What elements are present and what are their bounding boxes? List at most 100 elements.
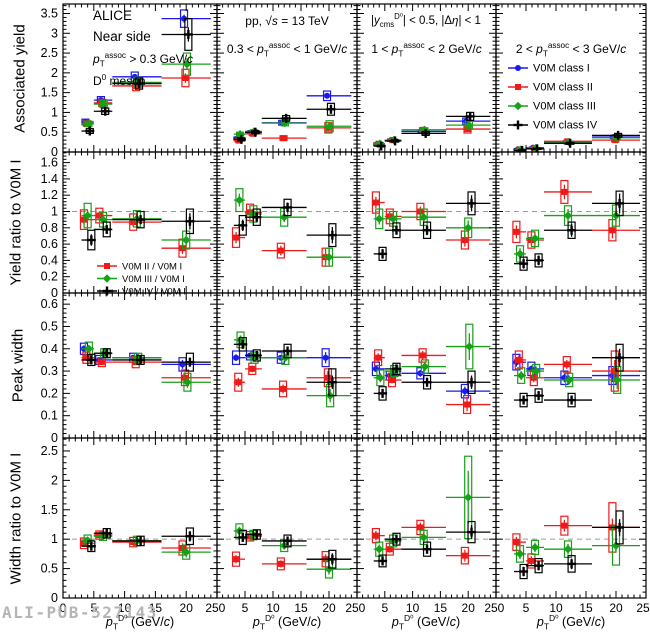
data-marker	[102, 274, 112, 283]
legend-item: V0M class IV	[508, 120, 598, 132]
panel-r4c2: 0 5 10 15 20 25	[216, 437, 359, 615]
series-v0m-class-iv	[373, 111, 491, 151]
data-marker	[417, 524, 424, 531]
y-tick-label: 3	[51, 26, 58, 40]
axis-ticks	[62, 438, 218, 599]
data-marker	[182, 75, 189, 81]
data-marker	[528, 557, 535, 564]
y-tick-label: 0.2	[41, 270, 58, 284]
data-marker	[375, 354, 382, 361]
series-v0m-class-iv	[81, 348, 211, 372]
data-marker	[389, 377, 396, 383]
y-tick-label: 1.2	[41, 188, 58, 202]
data-marker	[515, 549, 525, 559]
data-marker	[611, 368, 618, 375]
data-marker	[98, 215, 108, 224]
x-tick-label: 5	[523, 601, 530, 615]
y-tick-label: 2	[51, 473, 58, 487]
data-marker	[464, 493, 473, 502]
axis-ticks	[216, 152, 358, 294]
data-marker	[464, 401, 471, 408]
y-tick-label: 0.8	[41, 221, 58, 235]
data-marker	[83, 211, 92, 220]
y-tick-label: 1	[51, 105, 58, 119]
data-marker	[372, 199, 379, 206]
data-marker	[98, 359, 105, 366]
data-marker	[233, 556, 240, 563]
panel-r3c1: 0 0.1 0.2 0.3 0.4 0.5 0.6	[41, 292, 218, 445]
data-marker	[375, 544, 384, 554]
data-marker	[563, 211, 573, 220]
systematic-box	[276, 242, 285, 259]
systematic-box	[231, 551, 241, 567]
systematic-box	[82, 351, 91, 364]
axis-ticks	[216, 293, 358, 439]
legend-label: V0M II / V0M I	[122, 262, 182, 273]
legend-item: V0M class II	[508, 82, 593, 94]
series-v0m-iv-v0m-i	[81, 208, 211, 251]
data-marker	[249, 365, 256, 372]
x-tick-label: 0	[359, 601, 366, 615]
systematic-box	[321, 348, 330, 368]
axis-ticks	[62, 4, 218, 153]
legend-label: V0M class I	[533, 63, 590, 75]
y-tick-label: 2	[51, 66, 58, 80]
systematic-box	[231, 350, 241, 365]
series-v0m-class-iii	[514, 363, 640, 394]
data-marker	[277, 560, 284, 567]
series-v0m-iv-v0m-i	[514, 190, 640, 271]
y-tick-label: 0.5	[41, 562, 58, 576]
data-marker	[565, 375, 574, 385]
x-tick-label: 10	[118, 601, 132, 615]
series-v0m-iv-v0m-i	[514, 510, 640, 580]
x-tick-label: 20	[322, 601, 336, 615]
data-marker	[84, 119, 93, 129]
series-v0m-iii-v0m-i	[233, 188, 352, 267]
panel-r4c4: 0 5 10 15 20 25	[495, 437, 650, 615]
data-marker	[464, 120, 474, 130]
panel-frame	[216, 151, 358, 294]
data-marker	[179, 361, 186, 368]
legend-item: V0M II / V0M I	[97, 262, 182, 273]
data-marker	[563, 544, 573, 554]
series-v0m-class-iv	[373, 362, 491, 401]
axis-ticks	[495, 438, 647, 599]
x-tick-label: 20	[180, 601, 194, 615]
data-marker	[322, 354, 329, 361]
data-marker	[386, 546, 393, 553]
data-marker	[375, 214, 384, 224]
series-v0m-class-iv	[514, 343, 640, 408]
data-marker	[515, 249, 525, 259]
data-marker	[613, 375, 622, 385]
data-marker	[280, 135, 287, 142]
label-collision-energy: pp, √s = 13 TeV	[245, 14, 329, 28]
data-marker	[419, 533, 428, 542]
legend-item: V0M class III	[508, 101, 596, 113]
systematic-box	[608, 366, 617, 386]
data-marker	[609, 227, 616, 234]
data-marker	[513, 101, 523, 111]
data-marker	[324, 92, 331, 99]
data-marker	[324, 374, 331, 381]
y-tick-label: 0.3	[41, 364, 58, 378]
legend-label: V0M III / V0M I	[122, 274, 185, 285]
systematic-box	[234, 372, 243, 392]
data-marker	[388, 214, 398, 224]
x-tick-label: 10	[549, 601, 563, 615]
panel-r2c2	[216, 151, 358, 294]
x-tick-label: 5	[381, 601, 388, 615]
series-v0m-class-iv	[81, 18, 211, 136]
label-pt-assoc-cut: pTassoc > 0.3 GeV/c	[93, 51, 194, 69]
data-marker	[83, 354, 90, 361]
systematic-box	[418, 348, 427, 363]
systematic-box	[371, 361, 381, 377]
x-tick-label: 25	[636, 601, 650, 615]
label-pt-range-col2: 0.3 < pTassoc < 1 GeV/c	[226, 41, 348, 59]
panel-frame	[356, 437, 497, 599]
legend-label: V0M class III	[533, 101, 596, 113]
x-tick-label: 0	[60, 601, 67, 615]
label-d0-meson: D0 meson	[93, 73, 146, 88]
data-marker	[235, 379, 242, 386]
panel-frame	[216, 437, 358, 599]
